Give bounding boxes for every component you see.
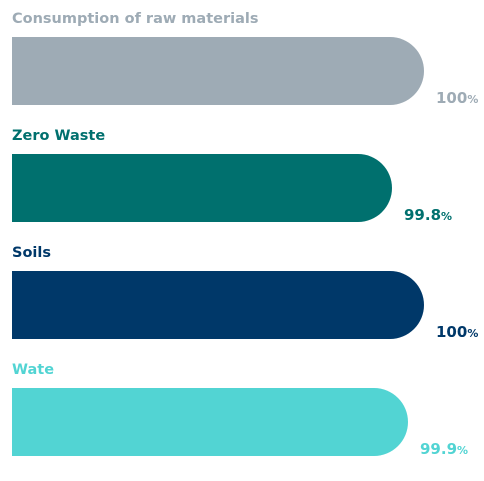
value-unit-soils: % — [467, 327, 479, 340]
value-label-raw-materials: 100% — [436, 91, 478, 106]
value-unit-zero-waste: % — [441, 210, 453, 223]
bar-zero-waste — [12, 154, 392, 222]
value-unit-water: % — [457, 444, 469, 457]
value-number-zero-waste: 99.8 — [404, 206, 442, 224]
category-label-water: Wate — [12, 362, 55, 378]
value-label-water: 99.9% — [420, 442, 468, 457]
category-label-raw-materials: Consumption of raw materials — [12, 11, 259, 27]
bar-soils — [12, 271, 424, 339]
value-label-soils: 100% — [436, 325, 478, 340]
value-number-raw-materials: 100 — [436, 89, 468, 107]
bar-water — [12, 388, 408, 456]
category-label-soils: Soils — [12, 245, 51, 261]
value-number-water: 99.9 — [420, 440, 458, 458]
value-unit-raw-materials: % — [467, 93, 479, 106]
value-label-zero-waste: 99.8% — [404, 208, 452, 223]
bar-raw-materials — [12, 37, 424, 105]
category-label-zero-waste: Zero Waste — [12, 128, 106, 144]
value-number-soils: 100 — [436, 323, 468, 341]
